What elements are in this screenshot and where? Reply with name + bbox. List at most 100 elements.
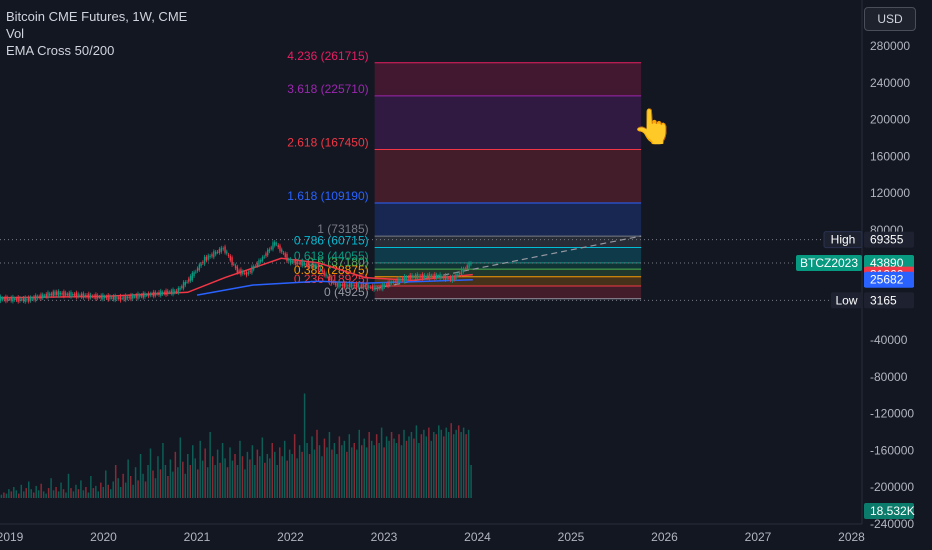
candle [73, 293, 76, 296]
volume-bar [415, 425, 418, 498]
volume-bar [428, 427, 430, 498]
price-tick-label: -120000 [870, 407, 914, 421]
volume-histogram [0, 393, 472, 498]
candle [189, 275, 192, 281]
price-candles [0, 240, 472, 304]
volume-bar [388, 440, 390, 498]
volume-bar [105, 470, 107, 498]
candle [24, 297, 26, 303]
candle [396, 278, 398, 284]
candle [457, 274, 459, 276]
candle [59, 292, 62, 295]
volume-bar [308, 454, 311, 498]
currency-button[interactable]: USD [864, 7, 916, 31]
volume-bar [356, 449, 358, 498]
candle [403, 275, 406, 282]
candle [376, 287, 379, 290]
volume-bar [90, 476, 92, 498]
volume-bar [430, 440, 433, 498]
badge-value: 3165 [870, 293, 897, 307]
candle [466, 265, 468, 269]
candle [332, 281, 335, 283]
badge-tag: High [831, 233, 856, 247]
badge-volume[interactable]: 18.532K [864, 503, 915, 520]
candle [77, 293, 79, 297]
volume-bar [92, 488, 95, 498]
candle [133, 296, 136, 298]
candle [340, 284, 342, 286]
badge-low[interactable]: 3165 Low [831, 292, 914, 309]
candle [31, 298, 33, 300]
volume-bar [119, 487, 122, 498]
candle [17, 296, 19, 302]
volume-bar [219, 462, 221, 498]
fib-level-label: 4.236 (261715) [287, 49, 368, 63]
badge-high[interactable]: 69355 High [823, 231, 914, 249]
badge-ema-blue[interactable]: 25682 [864, 271, 914, 288]
candle [42, 294, 44, 299]
volume-bar [144, 481, 147, 498]
volume-bar [97, 491, 100, 498]
volume-bar [72, 491, 75, 498]
volume-bar [100, 482, 102, 498]
candle [437, 276, 440, 278]
volume-bar [62, 489, 65, 498]
volume-bar [196, 469, 199, 498]
symbol-title[interactable]: Bitcoin CME Futures, 1W, CME [6, 9, 188, 24]
volume-bar [37, 490, 40, 498]
volume-bar [167, 476, 169, 498]
candle [336, 283, 338, 287]
candle [22, 297, 25, 302]
volume-bar [278, 447, 281, 498]
volume-bar [323, 438, 326, 498]
ema-indicator-label[interactable]: EMA Cross 50/200 [6, 43, 115, 58]
candle [140, 294, 143, 297]
candle [398, 278, 400, 283]
volume-bar [139, 454, 142, 498]
volume-bar [383, 447, 385, 498]
candle [270, 247, 272, 249]
candle [341, 284, 344, 287]
candle [375, 287, 377, 289]
candle [1, 298, 4, 300]
volume-bar [0, 494, 3, 498]
candle [112, 296, 115, 300]
volume-bar [254, 465, 256, 498]
candle [68, 292, 70, 297]
candle [389, 281, 391, 286]
candle [240, 269, 242, 275]
candle [170, 290, 172, 294]
volume-bar [239, 440, 241, 498]
volume-bar [82, 490, 85, 498]
candle [242, 271, 244, 274]
volume-bar [313, 449, 316, 498]
candle [380, 286, 382, 289]
volume-bar [189, 465, 192, 498]
candle [196, 268, 199, 271]
badge-tag-bg [831, 292, 862, 309]
volume-bar [192, 445, 194, 498]
volume-bar [266, 454, 269, 498]
candle [63, 291, 65, 297]
candle [188, 278, 190, 282]
volume-bar [30, 489, 32, 498]
volume-bar [321, 456, 323, 498]
badge-value: 43890 [870, 256, 904, 270]
volume-indicator-label[interactable]: Vol [6, 26, 25, 41]
candle [383, 284, 386, 288]
candle [368, 285, 370, 289]
candle [125, 295, 127, 301]
candle [462, 268, 465, 272]
candle [70, 292, 72, 297]
candle [286, 253, 288, 262]
candle [93, 295, 95, 298]
candle [193, 272, 195, 277]
candle [211, 254, 213, 257]
candle [102, 294, 104, 300]
volume-bar [249, 459, 251, 498]
badge-tag-bg [796, 255, 862, 271]
volume-bar [338, 436, 341, 498]
candle [329, 276, 331, 281]
candle [348, 283, 351, 288]
